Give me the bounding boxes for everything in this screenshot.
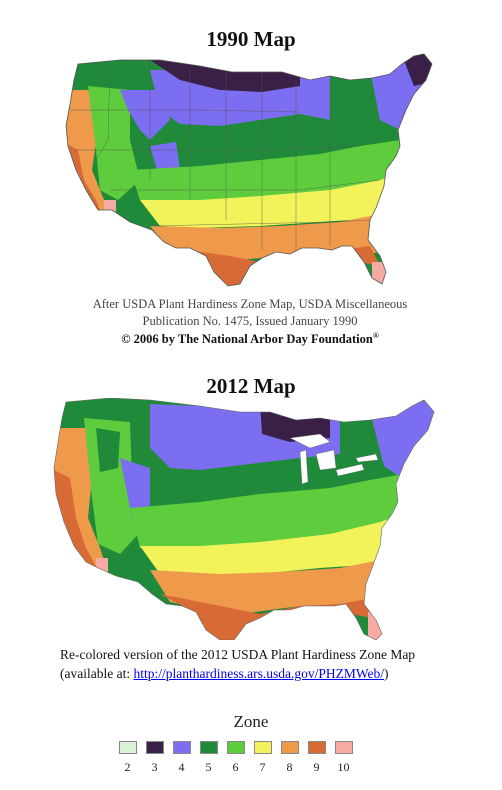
caption-2012-prefix: (available at: — [60, 666, 134, 681]
legend-item-zone-7: 7 — [249, 741, 276, 775]
registered-mark: ® — [372, 331, 379, 340]
legend-label: 6 — [232, 760, 239, 774]
legend-item-zone-8: 8 — [276, 741, 303, 775]
legend-swatch — [145, 741, 164, 754]
map-2012-image — [53, 398, 435, 640]
planthardiness-link[interactable]: http://planthardiness.ars.usda.gov/PHZMW… — [133, 666, 384, 681]
legend-item-zone-2: 2 — [114, 741, 141, 775]
legend-item-zone-5: 5 — [195, 741, 222, 775]
caption-2012-suffix: ) — [383, 666, 389, 681]
caption-2012-line2: (available at: http://planthardiness.ars… — [60, 664, 480, 683]
legend-swatch — [307, 741, 326, 754]
legend-swatch — [253, 741, 272, 754]
legend-label: 10 — [337, 760, 350, 774]
legend-title: Zone — [233, 712, 269, 731]
map-2012-caption: Re-colored version of the 2012 USDA Plan… — [60, 645, 480, 683]
caption-1990-line1: After USDA Plant Hardiness Zone Map, USD… — [92, 297, 408, 311]
legend-item-zone-6: 6 — [222, 741, 249, 775]
zone-legend: 2 3 4 5 6 7 8 9 10 — [114, 741, 357, 775]
legend-item-zone-3: 3 — [141, 741, 168, 775]
legend-item-zone-4: 4 — [168, 741, 195, 775]
copyright-notice: © 2006 by The National Arbor Day Foundat… — [60, 331, 440, 347]
legend-swatch — [172, 741, 191, 754]
map-1990-image — [65, 53, 433, 287]
legend-swatch — [199, 741, 218, 754]
caption-2012-line1: Re-colored version of the 2012 USDA Plan… — [60, 647, 416, 662]
caption-1990-line2: Publication No. 1475, Issued January 199… — [142, 314, 358, 328]
legend-swatch — [280, 741, 299, 754]
legend-label: 9 — [313, 760, 320, 774]
legend-label: 4 — [178, 760, 185, 774]
legend-label: 2 — [124, 760, 131, 774]
legend-label: 7 — [259, 760, 266, 774]
map-1990-title: 1990 Map — [206, 27, 296, 51]
legend-item-zone-10: 10 — [330, 741, 357, 775]
legend-label: 5 — [205, 760, 212, 774]
legend-label: 3 — [151, 760, 158, 774]
legend-label: 8 — [286, 760, 293, 774]
map-2012-title: 2012 Map — [206, 374, 296, 398]
copyright-text: © 2006 by The National Arbor Day Foundat… — [121, 332, 373, 347]
legend-swatch — [118, 741, 137, 754]
legend-swatch — [334, 741, 353, 754]
legend-item-zone-9: 9 — [303, 741, 330, 775]
map-1990-source-caption: After USDA Plant Hardiness Zone Map, USD… — [60, 296, 440, 330]
legend-swatch — [226, 741, 245, 754]
